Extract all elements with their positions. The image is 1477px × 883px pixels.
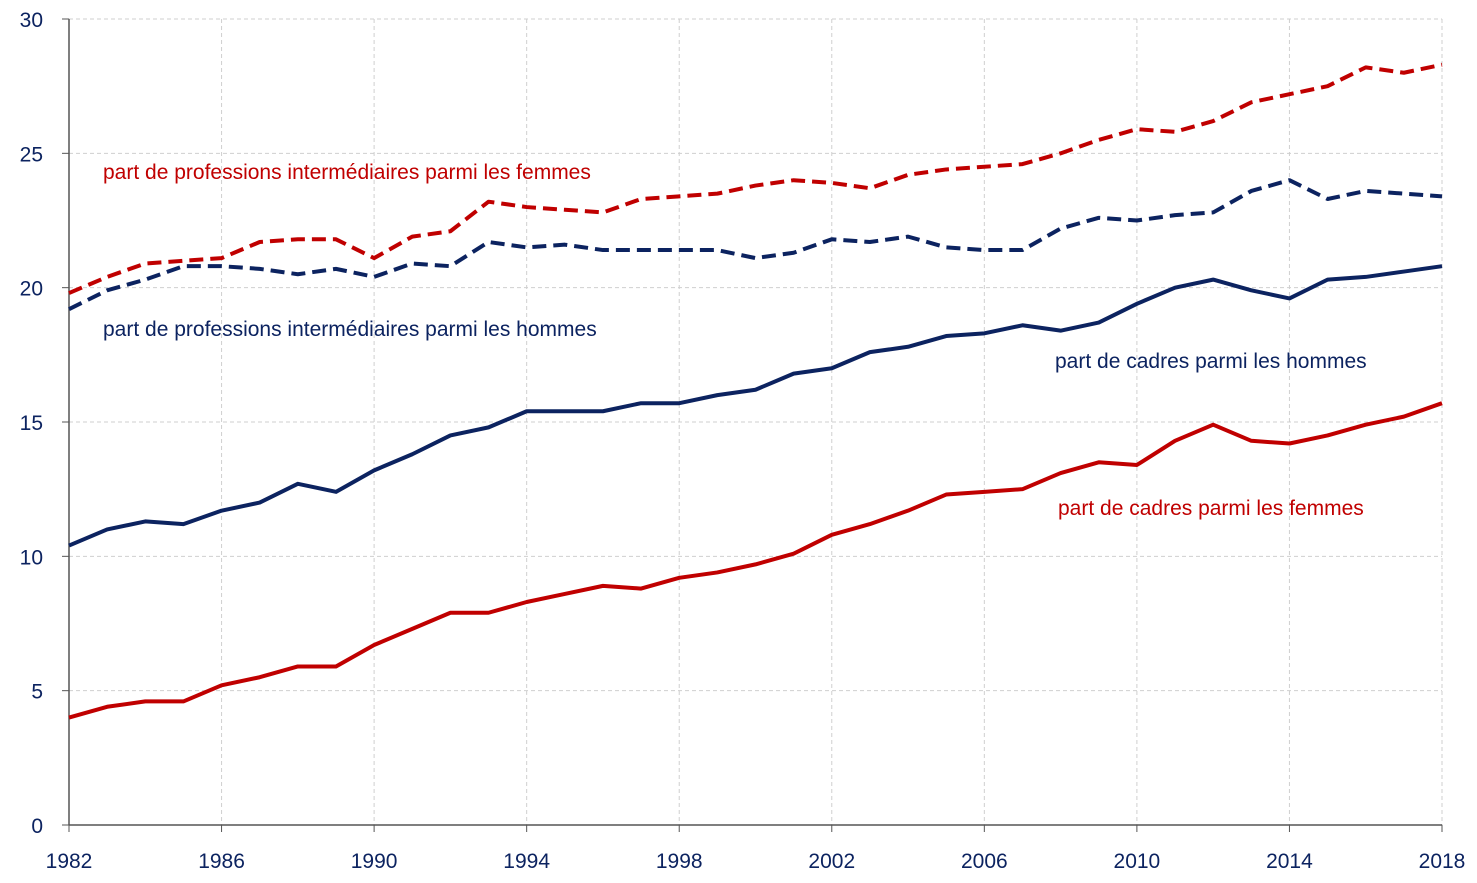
y-tick-label: 25 <box>20 143 43 166</box>
x-tick-label: 1982 <box>46 850 93 873</box>
x-tick-label: 2002 <box>808 850 855 873</box>
y-tick-label: 0 <box>31 815 43 838</box>
series-line <box>68 264 1443 548</box>
x-tick-label: 2006 <box>961 850 1008 873</box>
x-tick-label: 2018 <box>1419 850 1466 873</box>
y-tick-label: 15 <box>20 412 43 435</box>
series-label: part de professions intermédiaires parmi… <box>103 318 597 341</box>
y-tick-label: 5 <box>31 681 43 704</box>
series-line <box>68 62 1443 295</box>
x-tick-label: 1998 <box>656 850 703 873</box>
x-tick-label: 1994 <box>503 850 550 873</box>
x-tick-label: 2010 <box>1114 850 1161 873</box>
y-tick-label: 10 <box>20 546 43 569</box>
series-line <box>68 178 1443 311</box>
series-label: part de cadres parmi les femmes <box>1058 497 1364 520</box>
series-label: part de cadres parmi les hommes <box>1055 350 1367 373</box>
series-line <box>68 401 1443 720</box>
y-tick-label: 20 <box>20 278 43 301</box>
x-tick-label: 1990 <box>351 850 398 873</box>
y-tick-label: 30 <box>20 9 43 32</box>
x-tick-label: 1986 <box>198 850 245 873</box>
series-label: part de professions intermédiaires parmi… <box>103 161 591 184</box>
x-tick-label: 2014 <box>1266 850 1313 873</box>
